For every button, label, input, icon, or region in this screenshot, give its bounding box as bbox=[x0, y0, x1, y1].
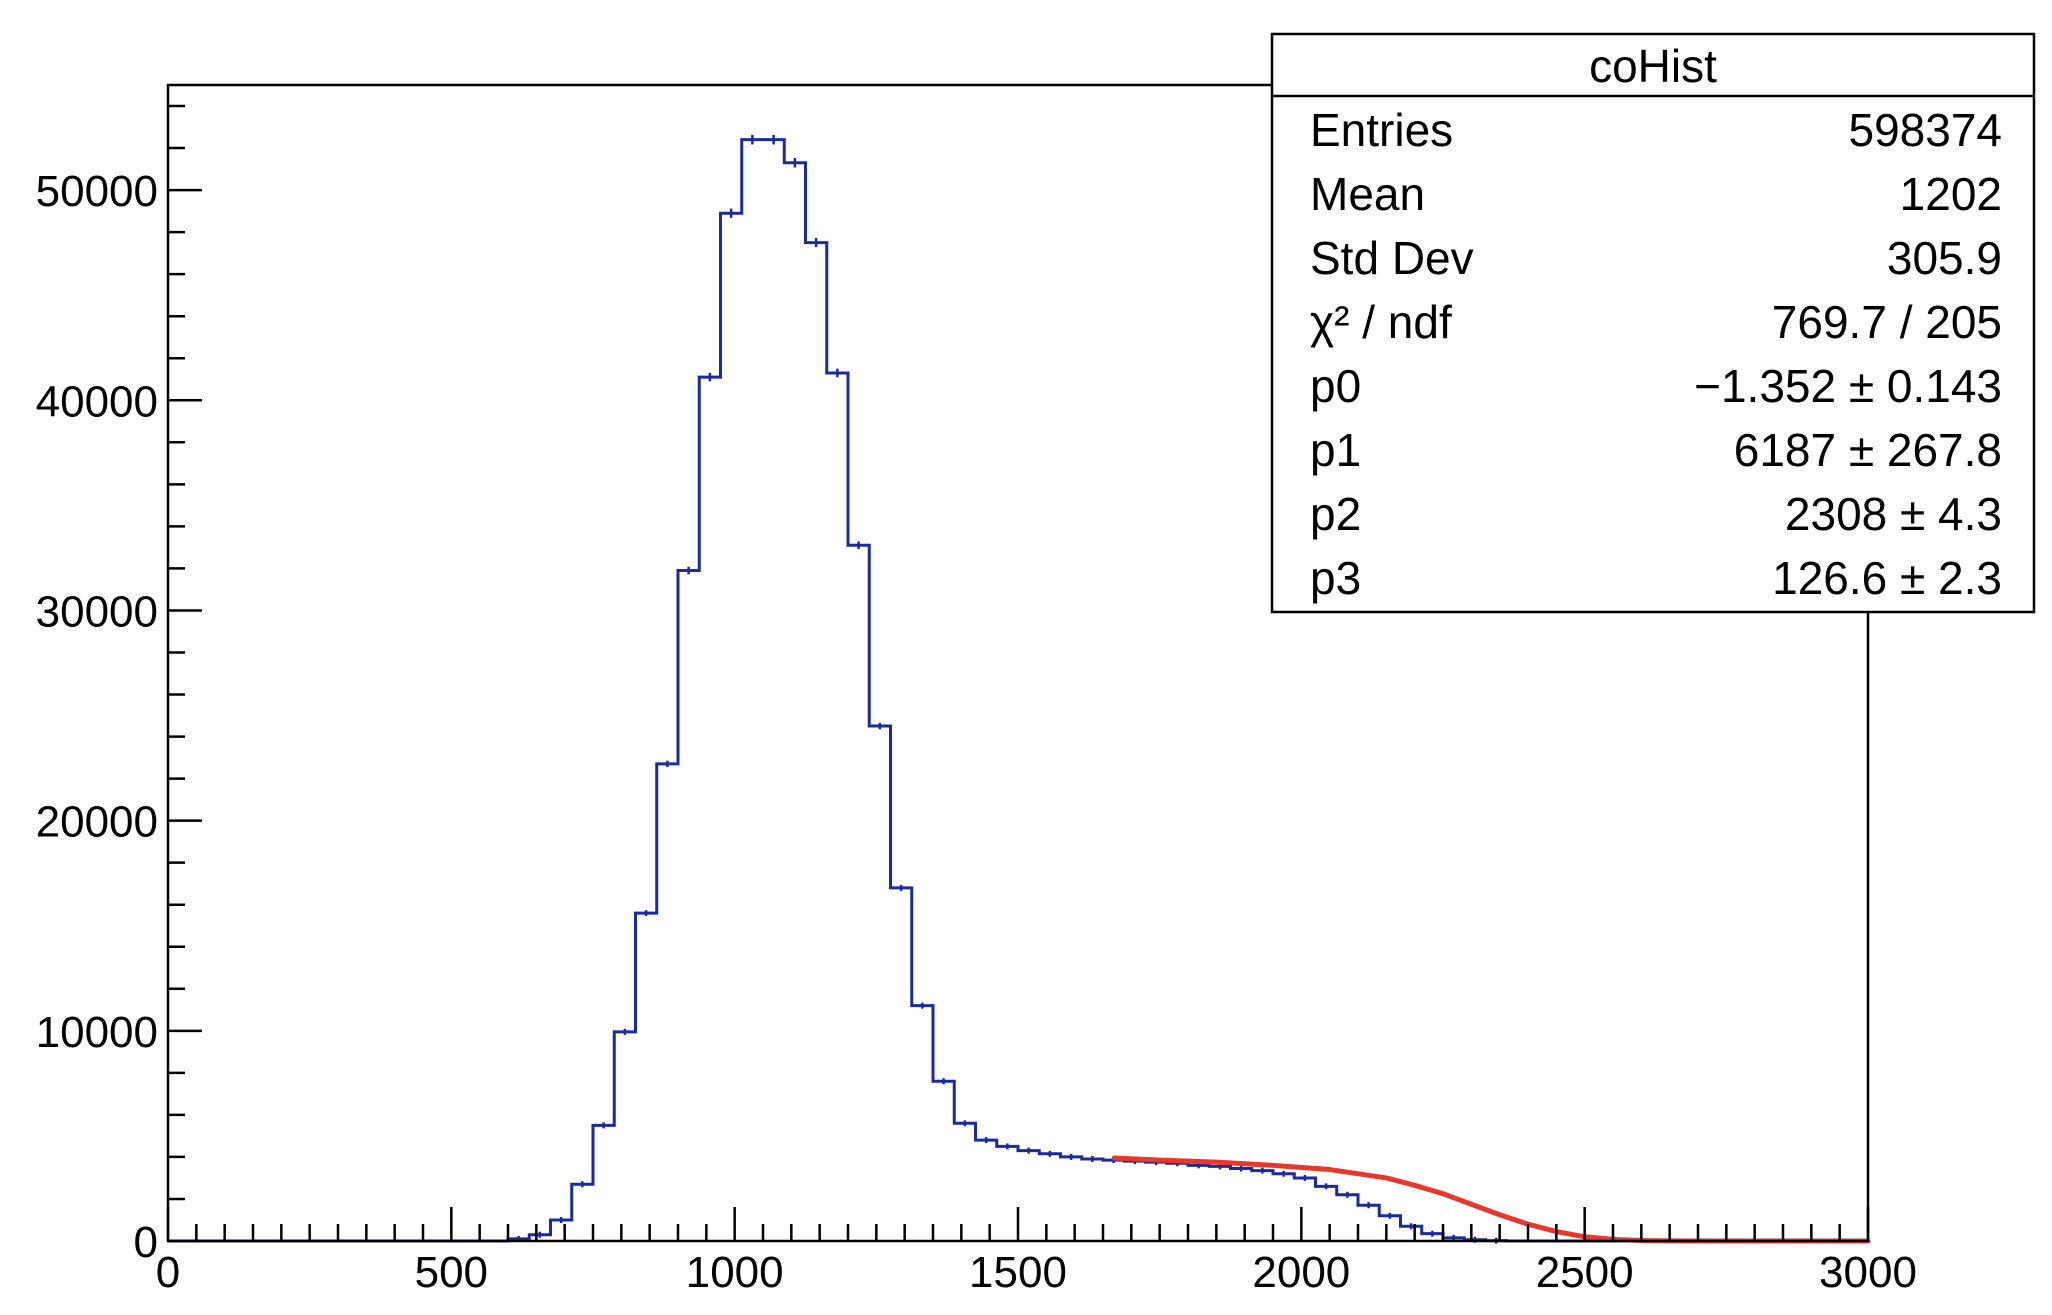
stats-row-value: 6187 ± 267.8 bbox=[1734, 424, 2002, 476]
stats-row-label: Std Dev bbox=[1310, 232, 1474, 284]
stats-box: coHist Entries 598374 Mean 1202 Std Dev 305.9 χ… bbox=[1270, 32, 2036, 614]
stats-row-value: 305.9 bbox=[1887, 232, 2002, 284]
y-tick-label: 20000 bbox=[36, 798, 158, 847]
stats-box-title: coHist bbox=[1589, 40, 1717, 92]
stats-box-frame bbox=[1270, 32, 2036, 614]
stats-row-label: p2 bbox=[1310, 488, 1361, 540]
y-tick-label: 40000 bbox=[36, 377, 158, 426]
y-tick-label: 50000 bbox=[36, 167, 158, 216]
x-tick-label: 500 bbox=[415, 1248, 488, 1297]
stats-row-value: 126.6 ± 2.3 bbox=[1772, 552, 2002, 604]
stats-row-value: −1.352 ± 0.143 bbox=[1694, 360, 2002, 412]
axes: 0 500 1000 1500 2000 2500 30000100002000030000… bbox=[36, 83, 1917, 1297]
histogram-line bbox=[168, 138, 1868, 1243]
stats-row-value: 1202 bbox=[1900, 168, 2002, 220]
x-tick-label: 1000 bbox=[686, 1248, 784, 1297]
stats-row-label: χ² / ndf bbox=[1310, 296, 1452, 348]
y-tick-label: 10000 bbox=[36, 1008, 158, 1057]
stats-row-label: Mean bbox=[1310, 168, 1425, 220]
x-tick-label: 2000 bbox=[1252, 1248, 1350, 1297]
x-tick-label: 3000 bbox=[1819, 1248, 1917, 1297]
stats-row-label: p1 bbox=[1310, 424, 1361, 476]
x-tick-label: 0 bbox=[156, 1248, 180, 1297]
stats-row-value: 769.7 / 205 bbox=[1772, 296, 2002, 348]
stats-row-value: 598374 bbox=[1849, 104, 2003, 156]
y-tick-label: 0 bbox=[134, 1218, 158, 1267]
y-tick-label: 30000 bbox=[36, 587, 158, 636]
x-tick-label: 1500 bbox=[969, 1248, 1067, 1297]
x-tick-label: 2500 bbox=[1536, 1248, 1634, 1297]
stats-row-label: Entries bbox=[1310, 104, 1453, 156]
stats-row-label: p3 bbox=[1310, 552, 1361, 604]
stats-row-label: p0 bbox=[1310, 360, 1361, 412]
stats-row-value: 2308 ± 4.3 bbox=[1785, 488, 2002, 540]
